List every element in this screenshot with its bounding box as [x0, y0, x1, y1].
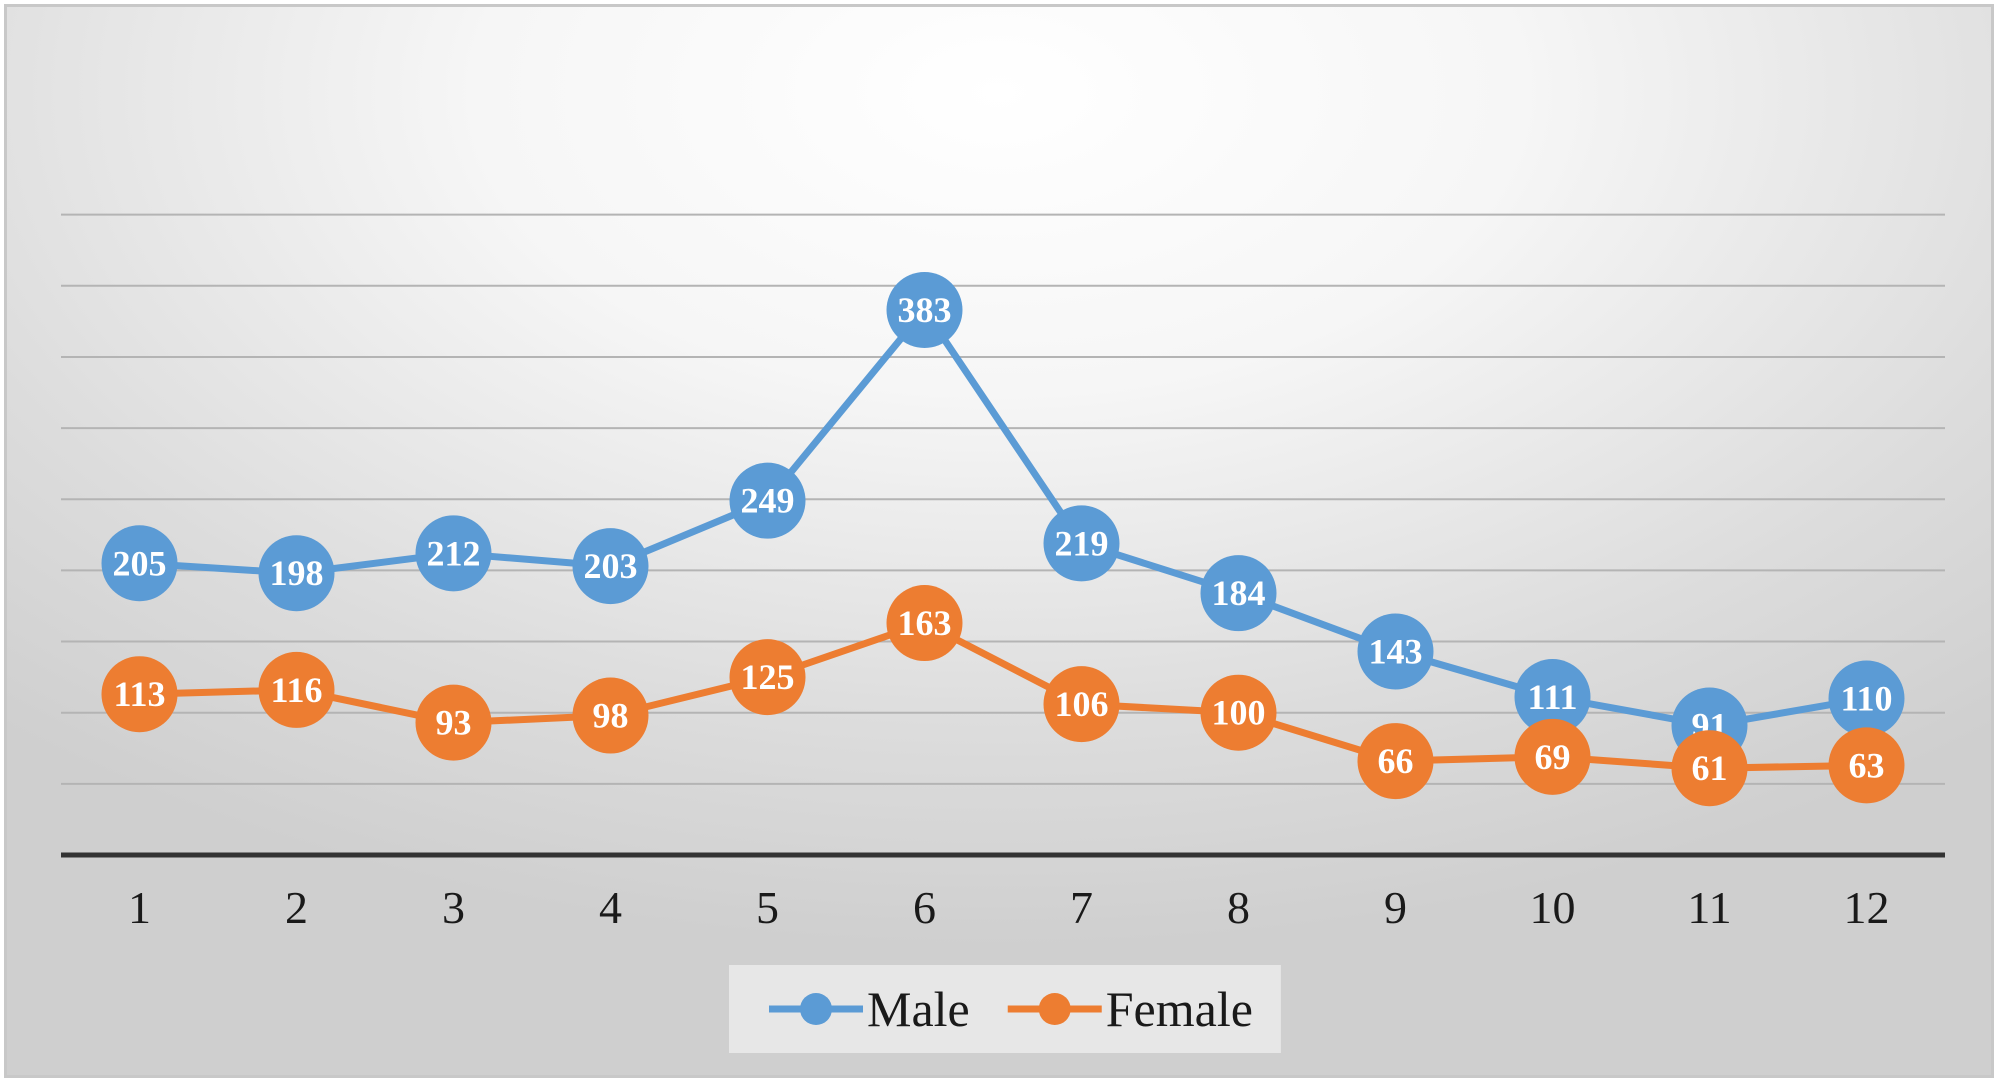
data-point-male — [415, 515, 492, 592]
data-point-male — [1357, 613, 1434, 690]
data-point-female — [415, 684, 492, 761]
x-tick-label: 8 — [1227, 882, 1250, 933]
legend: Male Female — [729, 965, 1281, 1053]
x-tick-label: 2 — [285, 882, 308, 933]
legend-label-female: Female — [1106, 981, 1253, 1037]
x-tick-label: 3 — [442, 882, 465, 933]
legend-label-male: Male — [867, 981, 970, 1037]
x-tick-label: 5 — [756, 882, 779, 933]
data-label-male: 203 — [584, 546, 638, 586]
data-point-female — [886, 585, 963, 662]
series-line-female — [139, 619, 1867, 772]
data-label-female: 116 — [270, 670, 322, 710]
x-tick-label: 4 — [599, 882, 622, 933]
data-label-female: 93 — [436, 703, 472, 743]
x-axis-tick-labels: 1 2 3 4 5 6 7 8 9 10 11 12 — [128, 882, 1890, 933]
chart-frame: 1 2 3 4 5 6 7 8 9 10 11 12 205 198 212 203 249 383 219 184… — [4, 4, 1994, 1078]
data-label-male: 249 — [741, 481, 795, 521]
data-label-male: 111 — [1527, 677, 1577, 717]
legend-item-male: Male — [769, 981, 970, 1037]
x-tick-label: 7 — [1070, 882, 1093, 933]
data-point-female — [101, 656, 178, 733]
legend-item-female: Female — [1007, 981, 1253, 1037]
data-point-female — [1828, 727, 1905, 804]
data-point-male — [1828, 660, 1905, 737]
x-tick-label: 1 — [128, 882, 151, 933]
x-tick-label: 9 — [1384, 882, 1407, 933]
data-label-female: 69 — [1535, 737, 1571, 777]
legend-marker-male — [800, 993, 832, 1025]
series-female: 113 116 93 98 125 163 106 100 66 69 61 63 — [101, 585, 1905, 807]
x-tick-label: 10 — [1530, 882, 1576, 933]
data-point-female — [258, 651, 335, 728]
data-label-male: 110 — [1840, 678, 1892, 718]
data-label-male: 143 — [1369, 632, 1423, 672]
data-point-male — [258, 535, 335, 612]
data-label-male: 198 — [270, 553, 324, 593]
data-point-male — [886, 271, 963, 348]
data-label-male: 205 — [113, 543, 167, 583]
x-tick-label: 6 — [913, 882, 936, 933]
x-tick-label: 11 — [1687, 882, 1731, 933]
legend-marker-female — [1038, 993, 1071, 1025]
data-label-female: 113 — [113, 674, 165, 714]
data-point-female — [729, 639, 806, 716]
data-label-female: 106 — [1055, 684, 1109, 724]
data-point-male — [101, 525, 178, 602]
data-point-male — [1043, 505, 1120, 582]
data-point-male — [729, 462, 806, 539]
line-chart: 1 2 3 4 5 6 7 8 9 10 11 12 205 198 212 203249383219184… — [61, 213, 1945, 1053]
data-label-female: 61 — [1692, 748, 1728, 788]
data-point-male — [1514, 659, 1591, 736]
legend-items: Male Female — [769, 981, 1253, 1037]
data-point-male — [1200, 555, 1277, 632]
data-point-female — [572, 677, 649, 754]
data-label-female: 163 — [898, 603, 952, 643]
data-point-male — [572, 528, 649, 605]
data-label-female: 63 — [1849, 745, 1885, 785]
data-label-female: 66 — [1378, 741, 1414, 781]
data-label-male: 383 — [898, 290, 952, 330]
data-label-male: 212 — [427, 533, 481, 573]
data-point-female — [1671, 730, 1748, 807]
data-point-female — [1514, 718, 1591, 795]
data-label-female: 125 — [741, 657, 795, 697]
data-point-female — [1357, 723, 1434, 800]
data-label-male: 184 — [1212, 573, 1266, 613]
x-tick-label: 12 — [1844, 882, 1890, 933]
data-point-female — [1043, 666, 1120, 743]
data-label-male: 219 — [1055, 523, 1109, 563]
data-label-female: 98 — [593, 696, 629, 736]
data-point-female — [1200, 674, 1277, 751]
data-label-female: 100 — [1212, 693, 1266, 733]
